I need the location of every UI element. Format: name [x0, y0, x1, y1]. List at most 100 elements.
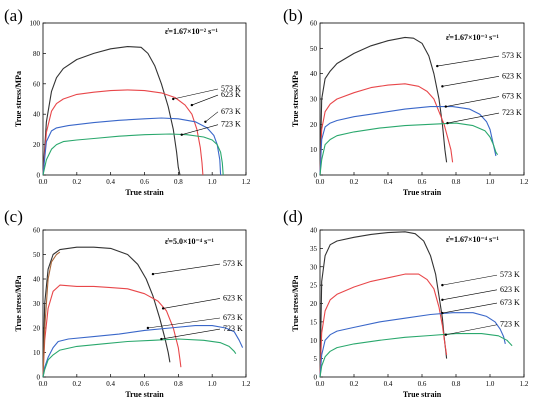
panel-c-y-tick-label: 10: [33, 349, 41, 357]
panel-d-annotation-label: 723 K: [500, 320, 520, 329]
panel-c-series-573k: [42, 246, 171, 378]
panel-b-x-tick-label: 0.6: [418, 178, 427, 186]
panel-b-annotation-point: [436, 64, 439, 68]
panel-a-annotation-point: [172, 97, 175, 101]
panel-d-series-573k: [319, 231, 448, 378]
panel-b-tag: (b): [283, 6, 303, 25]
panel-a-y-tick-label: 100: [30, 20, 41, 28]
panel-d-y-tick-label: 0: [314, 374, 318, 382]
panel-c-strain-rate-label: ε̇=5.0×10⁻⁴ s⁻¹: [165, 237, 214, 246]
panel-b-y-tick-label: 50: [310, 45, 318, 53]
panel-c-x-axis-label: True strain: [125, 390, 164, 399]
panel-c-annotation-point: [146, 326, 150, 330]
panel-b-y-axis-label: True stress/MPa: [291, 71, 300, 127]
panel-c-annotation-point: [160, 337, 163, 341]
panel-b-x-tick-label: 0.8: [452, 178, 461, 186]
panel-a-annotation-leader: [205, 111, 219, 123]
panel-d-x-tick-label: 1.0: [486, 380, 495, 388]
panel-c-x-tick-label: 1.2: [242, 380, 251, 388]
panel-d-annotation-point: [441, 283, 444, 287]
panel-c-y-axis-label: True stress/MPa: [14, 276, 23, 332]
panel-c-series-brown: [42, 251, 61, 378]
panel-c-annotation-leader: [147, 317, 221, 329]
panel-d-y-tick-label: 10: [310, 337, 318, 345]
panel-b-annotation-label: 723 K: [502, 108, 522, 117]
panel-b-y-tick-label: 10: [310, 146, 318, 154]
panel-d-y-tick-label: 40: [310, 227, 318, 235]
panel-a-x-tick-label: 0.2: [72, 178, 81, 186]
panel-c-y-tick-label: 40: [33, 276, 41, 284]
panel-d-annotation-point: [444, 333, 447, 336]
panel-b-y-tick-label: 30: [310, 96, 318, 104]
panel-c-series-673k: [42, 325, 244, 378]
panel-a-annotation-leader: [181, 124, 219, 136]
panel-c-annotation-label: 723 K: [223, 324, 243, 333]
panel-b-x-tick-label: 0.0: [316, 178, 325, 186]
panel-c-y-tick-label: 60: [33, 227, 41, 235]
panel-c-x-tick-label: 0.4: [106, 380, 115, 388]
panel-a-annotation-point: [204, 120, 207, 124]
panel-b-annotation-label: 673 K: [502, 92, 522, 101]
panel-a-y-tick-label: 80: [33, 50, 41, 58]
panel-c-series-623k: [42, 284, 182, 378]
panel-b-series-723k: [319, 122, 499, 176]
panel-d-strain-rate-label: ε̇=1.67×10⁻⁴ s⁻¹: [446, 235, 499, 244]
panel-a-x-tick-label: 0.4: [106, 178, 115, 186]
panel-a-tag: (a): [4, 6, 23, 25]
panel-c-annotation-point: [151, 272, 155, 276]
panel-c-y-tick-label: 20: [33, 325, 41, 333]
panel-c-x-tick-label: 0.2: [72, 380, 81, 388]
panel-d-annotation-leader: [445, 324, 498, 336]
panel-c-x-tick-label: 0.0: [39, 380, 48, 388]
panel-d-series-723k: [319, 333, 513, 378]
panel-c-y-tick-label: 0: [37, 374, 41, 382]
panel-c-y-tick-label: 50: [33, 251, 41, 259]
panel-c-x-tick-label: 1.0: [208, 380, 217, 388]
panel-b-annotation-point: [441, 85, 444, 88]
panel-d-y-tick-label: 5: [314, 355, 318, 363]
panel-b-strain-rate-label: ε̇=1.67×10⁻³ s⁻¹: [446, 33, 499, 42]
panel-c-y-tick-label: 30: [33, 300, 41, 308]
panel-a-series-623k: [42, 89, 204, 176]
panel-b-annotation-leader: [447, 112, 500, 124]
panel-a-x-tick-label: 0.0: [39, 178, 48, 186]
panel-a-annotation-leader: [191, 94, 219, 106]
panel-b-x-tick-label: 0.2: [350, 178, 359, 186]
panel-a-annotation-point: [180, 133, 183, 136]
panel-c-annotation-label: 573 K: [223, 259, 243, 268]
panel-d-series-673k: [319, 312, 506, 378]
panel-d-x-tick-label: 0.0: [316, 380, 325, 388]
panel-a-annotation-point: [190, 103, 194, 107]
panel-c-annotation-leader: [163, 298, 221, 309]
panel-a-y-axis-label: True stress/MPa: [14, 71, 23, 127]
panel-c-x-tick-label: 0.6: [140, 380, 149, 388]
panel-d-annotation-label: 623 K: [500, 285, 520, 294]
panel-a-axes-frame: [42, 22, 247, 176]
panel-d-x-tick-label: 0.4: [384, 380, 393, 388]
panel-a-x-axis-label: True strain: [125, 188, 164, 197]
panel-d-y-tick-label: 35: [310, 245, 318, 253]
panel-a-strain-rate-label: ε̇=1.67×10⁻² s⁻¹: [165, 27, 218, 36]
panel-a-x-tick-label: 1.2: [242, 178, 251, 186]
panel-a-x-tick-label: 0.8: [174, 178, 183, 186]
panel-a-series-673k: [42, 117, 222, 176]
panel-b-x-tick-label: 0.4: [384, 178, 393, 186]
panel-d-y-tick-label: 25: [310, 282, 318, 290]
panel-b-annotation-point: [444, 105, 447, 108]
panel-a-series-723k: [42, 133, 224, 176]
panel-a-y-tick-label: 20: [33, 141, 41, 149]
panel-b-x-tick-label: 1.2: [520, 178, 529, 186]
panel-a-y-tick-label: 60: [33, 80, 41, 88]
panel-b-annotation-label: 573 K: [502, 51, 522, 60]
panel-d-annotation-point: [441, 298, 444, 302]
panel-b-annotation-leader: [437, 55, 500, 67]
panel-a: (a) 0.0 0.2 0.4 0.6 0.8 1.0 1.2 0 20 40 60 80 100 True…: [4, 6, 251, 197]
panel-a-annotation-label: 673 K: [221, 107, 241, 116]
panel-a-annotation-leader: [173, 88, 219, 100]
panel-a-y-tick-label: 0: [37, 172, 41, 180]
panel-b-y-tick-label: 40: [310, 70, 318, 78]
panel-b-y-tick-label: 60: [310, 20, 318, 28]
panel-d-annotation-label: 673 K: [500, 298, 520, 307]
panel-d-y-tick-label: 30: [310, 263, 318, 271]
